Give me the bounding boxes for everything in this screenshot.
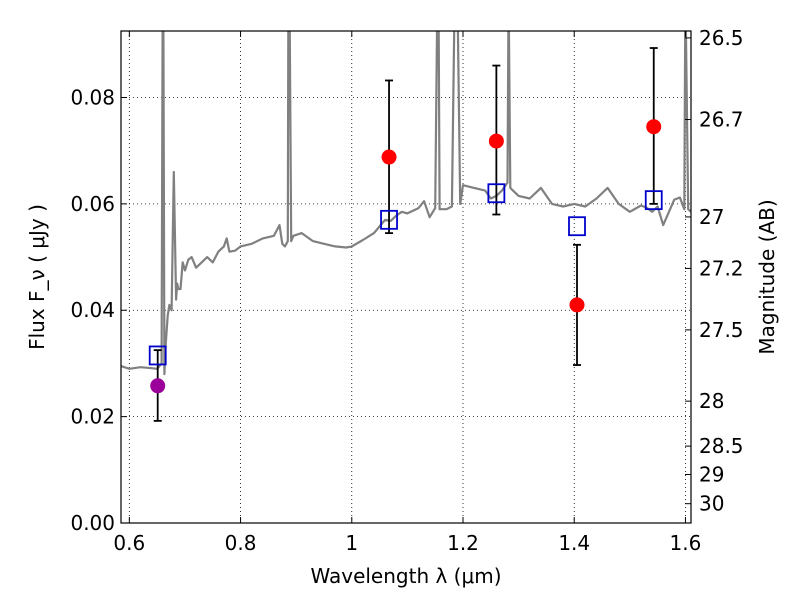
y2-tick-label: 28 [699, 389, 724, 413]
y-tick-label: 0.06 [70, 192, 115, 216]
data-markers [148, 47, 663, 422]
y-axis-label: Flux F_ν ( μJy ) [25, 204, 49, 350]
y2-tick-label: 26.7 [699, 108, 744, 132]
x-tick-label: 0.6 [113, 531, 145, 555]
y-tick-label: 0.02 [70, 405, 115, 429]
y2-tick-label: 29 [699, 462, 724, 486]
y2-axis-label: Magnitude (AB) [755, 199, 779, 354]
x-tick-label: 1.6 [670, 531, 702, 555]
model-point [148, 345, 167, 366]
y2-tick-label: 27 [699, 205, 724, 229]
y2-tick-label: 26.5 [699, 26, 744, 50]
y-tick-label: 0.08 [70, 85, 115, 109]
y2-tick-label: 27.5 [699, 318, 744, 342]
spectrum-line [121, 31, 691, 376]
data-point [569, 297, 585, 313]
data-point [646, 119, 662, 135]
model-point [644, 190, 663, 211]
plot-frame [120, 30, 692, 524]
data-point [150, 378, 166, 394]
model-spectrum [121, 31, 691, 376]
y-tick-label: 0.00 [70, 511, 115, 535]
model-point [380, 209, 398, 230]
x-tick-label: 0.8 [225, 531, 257, 555]
data-point [488, 133, 504, 149]
y-tick-label: 0.04 [70, 298, 115, 322]
model-point [487, 183, 506, 204]
model-point [568, 216, 586, 237]
x-tick-label: 1.4 [558, 531, 590, 555]
x-tick-label: 1 [345, 531, 358, 555]
axis-ticks: 0.6 0.8 1 1.2 1.4 1.6 0.00 0.02 0.04 0.06 0.08 26.5… [70, 26, 743, 555]
x-axis-label: Wavelength λ (μm) [310, 564, 501, 588]
y2-tick-label: 30 [699, 492, 724, 516]
y2-tick-label: 28.5 [699, 434, 744, 458]
y2-tick-label: 27.2 [699, 256, 744, 280]
data-point [381, 149, 397, 165]
x-tick-label: 1.2 [447, 531, 479, 555]
